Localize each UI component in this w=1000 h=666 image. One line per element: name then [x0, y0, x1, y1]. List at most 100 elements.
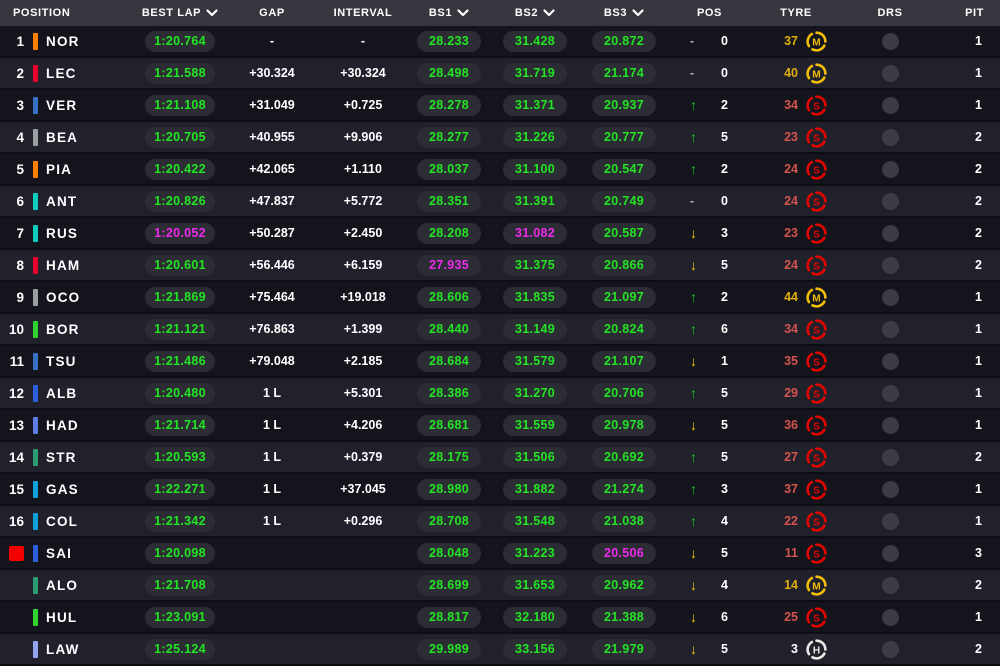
tyre-cell: 14 M [728, 573, 830, 598]
tyre-age: 27 [784, 450, 798, 464]
drs-indicator [881, 352, 899, 370]
drs-cell [830, 192, 950, 210]
table-row[interactable]: 12 ALB 1:20.480 1 L +5.301 28.386 31.270 20.706… [0, 378, 1000, 410]
bs2-cell: 31.223 [490, 542, 580, 564]
column-label: BS1 [428, 7, 453, 19]
table-row[interactable]: HUL 1:23.091 28.817 32.180 21.388 ↓ 6 25 S 1 [0, 602, 1000, 634]
table-row[interactable]: 16 COL 1:21.342 1 L +0.296 28.708 31.548 21.038… [0, 506, 1000, 538]
tyre-age: 25 [784, 610, 798, 624]
gap-value: - [269, 34, 275, 48]
position-change-value: 6 [721, 322, 728, 336]
interval-value: +2.450 [343, 226, 383, 240]
column-label: POS [696, 7, 722, 19]
tyre-compound-icon: M [806, 30, 827, 52]
bs2-cell: 32.180 [490, 606, 580, 628]
svg-text:S: S [813, 453, 820, 464]
drs-indicator [881, 448, 899, 466]
tyre-cell: 22 S [728, 509, 830, 534]
column-header-bs1[interactable]: BS1 [408, 7, 490, 19]
best-lap-pill: 1:21.869 [145, 286, 215, 308]
interval-value: +0.725 [343, 98, 383, 112]
bs1-pill: 28.277 [417, 126, 481, 148]
gap-value: 1 L [262, 450, 282, 464]
table-row[interactable]: 7 RUS 1:20.052 +50.287 +2.450 28.208 31.082 20.… [0, 218, 1000, 250]
best-lap-cell: 1:21.121 [134, 318, 226, 340]
arrow-up-icon: ↑ [690, 289, 697, 305]
interval-value: +4.206 [343, 418, 383, 432]
bs1-cell: 29.989 [408, 638, 490, 660]
bs3-cell: 20.872 [580, 30, 668, 52]
tyre-age: 34 [784, 322, 798, 336]
gap-value: +56.446 [249, 258, 295, 272]
position-change-cell: ↑ 2 [668, 162, 728, 176]
bs2-cell: 31.559 [490, 414, 580, 436]
team-color-bar [33, 480, 38, 498]
svg-text:S: S [813, 229, 820, 240]
bs1-cell: 28.277 [408, 126, 490, 148]
table-row[interactable]: 11 TSU 1:21.486 +79.048 +2.185 28.684 31.579 21… [0, 346, 1000, 378]
arrow-down-icon: ↓ [690, 257, 697, 273]
bs3-cell: 21.038 [580, 510, 668, 532]
bs2-cell: 31.226 [490, 126, 580, 148]
bs2-pill: 31.375 [503, 254, 567, 276]
bs1-cell: 28.440 [408, 318, 490, 340]
table-row[interactable]: 6 ANT 1:20.826 +47.837 +5.772 28.351 31.391 20.… [0, 186, 1000, 218]
tyre-compound-icon: S [806, 606, 827, 628]
driver-code: TSU [46, 353, 77, 369]
gap-value: +30.324 [249, 66, 295, 80]
best-lap-pill: 1:22.271 [145, 478, 215, 500]
tyre-cell: 24 S [728, 189, 830, 214]
bs3-cell: 21.979 [580, 638, 668, 660]
table-row[interactable]: ALO 1:21.708 28.699 31.653 20.962 ↓ 4 14 M 2 [0, 570, 1000, 602]
drs-cell [830, 608, 950, 626]
svg-text:S: S [813, 357, 820, 368]
table-row[interactable]: SAI 1:20.098 28.048 31.223 20.506 ↓ 5 11 S 3 [0, 538, 1000, 570]
drs-cell [830, 320, 950, 338]
svg-text:S: S [813, 613, 820, 624]
column-header-best-lap[interactable]: BEST LAP [134, 7, 226, 19]
arrow-down-icon: ↓ [690, 353, 697, 369]
best-lap-pill: 1:20.826 [145, 190, 215, 212]
bs2-pill: 31.371 [503, 94, 567, 116]
best-lap-cell: 1:21.486 [134, 350, 226, 372]
table-row[interactable]: 15 GAS 1:22.271 1 L +37.045 28.980 31.882 21.27… [0, 474, 1000, 506]
table-row[interactable]: 1 NOR 1:20.764- -28.233 31.428 20.872-0 37 M 1 [0, 26, 1000, 58]
best-lap-pill: 1:21.486 [145, 350, 215, 372]
column-header-bs3[interactable]: BS3 [580, 7, 668, 19]
table-row[interactable]: 2 LEC 1:21.588 +30.324 +30.324 28.498 31.719 21… [0, 58, 1000, 90]
position-cell: 14 [8, 449, 24, 465]
driver-code: HAM [46, 257, 81, 273]
position-change-value: 4 [721, 578, 728, 592]
position-change: ↓ 5 [690, 258, 728, 272]
team-bar-cell [28, 448, 46, 466]
position-change: -0 [690, 194, 728, 208]
table-row[interactable]: 8 HAM 1:20.601 +56.446 +6.159 27.935 31.375 20.… [0, 250, 1000, 282]
table-row[interactable]: 13 HAD 1:21.714 1 L +4.206 28.681 31.559 20.978… [0, 410, 1000, 442]
table-row[interactable]: 5 PIA 1:20.422 +42.065 +1.110 28.037 31.100 20.… [0, 154, 1000, 186]
interval-value: +0.296 [343, 514, 383, 528]
table-row[interactable]: 9 OCO 1:21.869 +75.464 +19.018 28.606 31.835 21… [0, 282, 1000, 314]
chevron-down-icon [543, 9, 555, 17]
table-row[interactable]: 14 STR 1:20.593 1 L +0.379 28.175 31.506 20.692… [0, 442, 1000, 474]
driver-code: OCO [46, 289, 81, 305]
bs3-pill: 20.978 [592, 414, 656, 436]
table-row[interactable]: LAW 1:25.124 29.989 33.156 21.979 ↓ 5 3 H 2 [0, 634, 1000, 666]
table-row[interactable]: 3 VER 1:21.108 +31.049 +0.725 28.278 31.371 20.… [0, 90, 1000, 122]
tyre-compound-icon: S [806, 542, 827, 564]
team-color-bar [33, 256, 38, 274]
arrow-down-icon: ↓ [690, 417, 697, 433]
column-header-bs2[interactable]: BS2 [490, 7, 580, 19]
position-change: ↑ 3 [690, 482, 728, 496]
chevron-down-icon [457, 9, 469, 17]
position-change-value: 6 [721, 610, 728, 624]
tyre-compound-icon: S [806, 190, 827, 212]
bs2-pill: 31.653 [503, 574, 567, 596]
drs-cell [830, 96, 950, 114]
drs-cell [830, 448, 950, 466]
bs1-pill: 28.175 [417, 446, 481, 468]
best-lap-cell: 1:20.601 [134, 254, 226, 276]
table-row[interactable]: 4 BEA 1:20.705 +40.955 +9.906 28.277 31.226 20.… [0, 122, 1000, 154]
table-row[interactable]: 10 BOR 1:21.121 +76.863 +1.399 28.440 31.149 20… [0, 314, 1000, 346]
tyre-age: 24 [784, 258, 798, 272]
position-change-value: 2 [721, 98, 728, 112]
